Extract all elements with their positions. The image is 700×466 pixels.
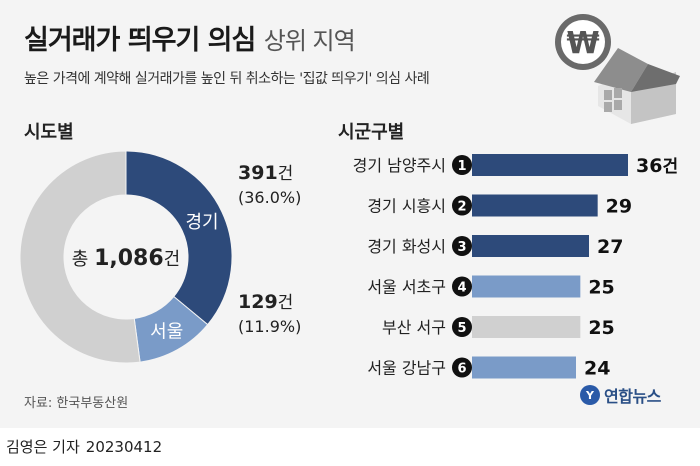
house-icon: ₩ (555, 14, 680, 124)
bar-value-label: 29 (606, 196, 632, 218)
bar-value-label: 36건 (636, 155, 678, 177)
brand-name: 연합뉴스 (604, 387, 661, 406)
rank-number: 3 (457, 240, 466, 255)
category-label: 경기 시흥시 (367, 197, 446, 216)
brand-logo-icon: Y (580, 385, 600, 405)
slice-value-label: 129건 (238, 291, 293, 313)
subtitle: 높은 가격에 계약해 실거래가를 높인 뒤 취소하는 '집값 띄우기' 의심 사… (24, 71, 430, 87)
pie-slice (125, 150, 233, 326)
infographic-card: 실거래가 띄우기 의심 상위 지역 높은 가격에 계약해 실거래가를 높인 뒤 … (0, 0, 700, 428)
category-label: 경기 화성시 (367, 237, 446, 256)
source-note: 자료: 한국부동산원 (24, 396, 129, 411)
page-title: 실거래가 띄우기 의심 상위 지역 (24, 18, 356, 57)
publish-date: 20230412 (85, 438, 163, 456)
bar (472, 194, 598, 217)
category-label: 부산 서구 (382, 318, 446, 337)
bar (472, 275, 581, 298)
section-title-sido: 시도별 (24, 122, 74, 143)
slice-name-label: 경기 (185, 212, 218, 233)
bar-value-label: 25 (588, 317, 614, 339)
rank-badge (452, 236, 472, 256)
rank-badge (452, 155, 472, 175)
slice-value-label: 391건 (238, 162, 293, 184)
bar-value-label: 25 (588, 277, 614, 299)
reporter: 김영은 기자 (6, 438, 80, 456)
rank-number: 1 (457, 159, 466, 174)
bar (472, 316, 581, 338)
rank-number: 2 (457, 200, 466, 215)
bar (472, 154, 628, 176)
won-symbol: ₩ (566, 26, 599, 61)
slice-name-label: 서울 (150, 321, 183, 342)
rank-badge (452, 276, 472, 297)
title-light: 상위 지역 (263, 27, 356, 55)
category-label: 경기 남양주시 (353, 156, 446, 175)
rank-number: 6 (457, 362, 466, 377)
bar-value-label: 24 (584, 358, 610, 380)
rank-number: 4 (457, 281, 466, 296)
rank-badge (452, 317, 472, 337)
slice-percent-label: (11.9%) (238, 317, 301, 336)
category-label: 서울 서초구 (367, 278, 446, 297)
bar (472, 235, 589, 257)
slice-percent-label: (36.0%) (238, 188, 301, 207)
bar-value-label: 27 (597, 236, 623, 258)
footer: 김영은 기자 20230412 (6, 436, 162, 457)
rank-number: 5 (457, 321, 466, 336)
donut-center-label: 총 1,086건 (72, 246, 180, 271)
rank-badge (452, 195, 472, 216)
brand: Y 연합뉴스 (580, 383, 661, 407)
title-bold: 실거래가 띄우기 의심 (24, 25, 256, 56)
category-label: 서울 강남구 (367, 359, 446, 378)
section-title-sigungu: 시군구별 (338, 122, 405, 143)
bar (472, 356, 576, 379)
pie-slice (19, 150, 141, 364)
rank-badge (452, 357, 472, 378)
